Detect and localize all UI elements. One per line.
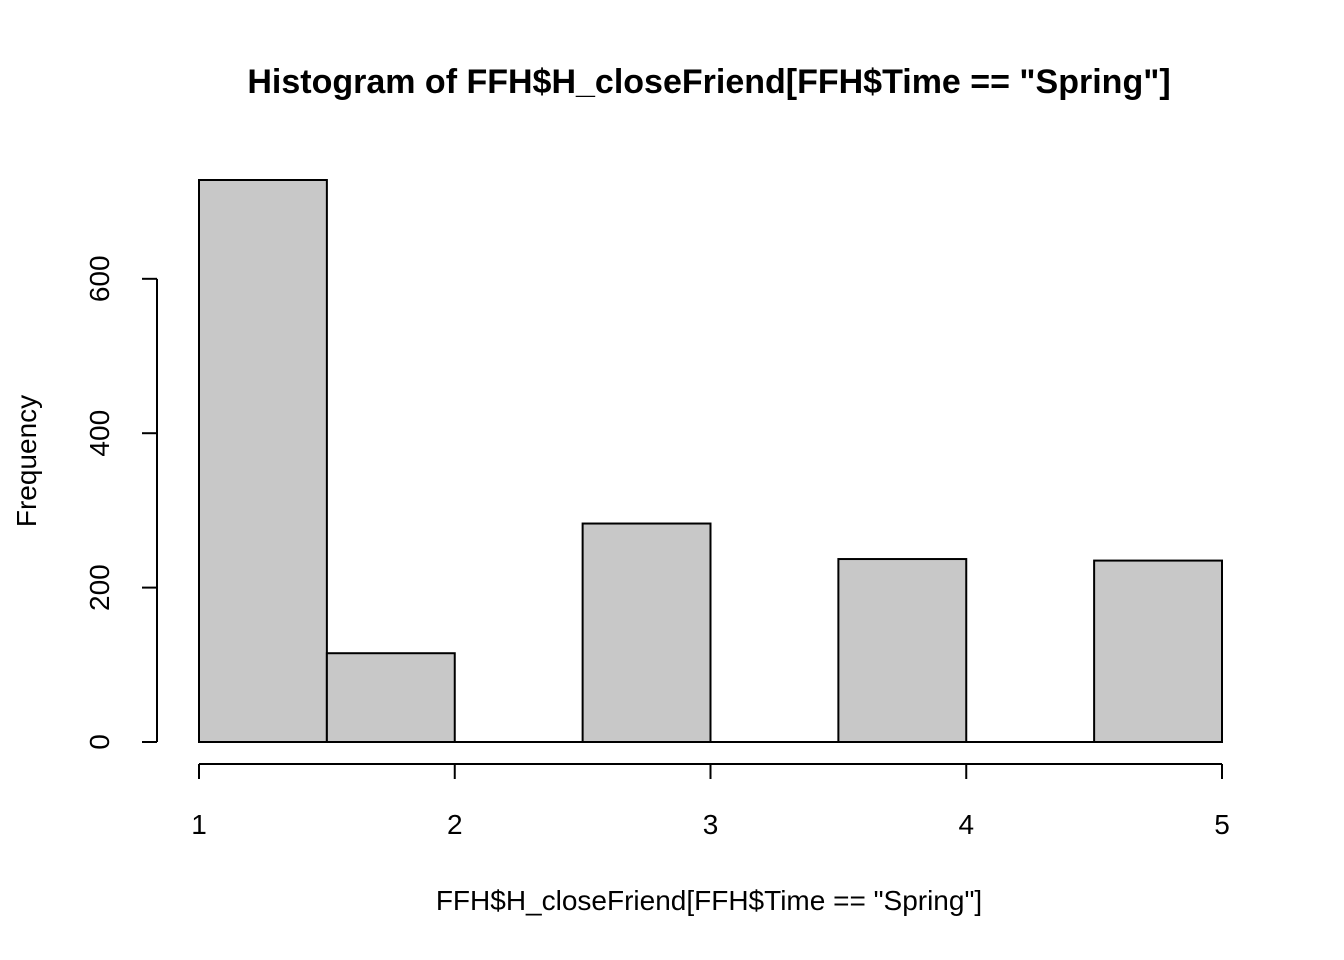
- y-tick-label-600: 600: [84, 255, 115, 302]
- x-tick-label-1: 1: [191, 809, 207, 840]
- x-axis-label: FFH$H_closeFriend[FFH$Time == "Spring"]: [436, 885, 982, 916]
- chart-title: Histogram of FFH$H_closeFriend[FFH$Time …: [247, 63, 1170, 101]
- histogram-bar-5: [837, 558, 968, 743]
- histogram-bar-3: [581, 522, 712, 743]
- y-tick-label-400: 400: [84, 410, 115, 457]
- y-tick-label-200: 200: [84, 564, 115, 611]
- x-axis: 1 2 3 4 5: [191, 763, 1230, 840]
- x-tick-label-3: 3: [703, 809, 719, 840]
- histogram-bar-1: [325, 652, 456, 744]
- x-tick-label-5: 5: [1214, 809, 1230, 840]
- histogram-bar-0: [198, 179, 328, 743]
- y-tick-label-0: 0: [84, 734, 115, 750]
- x-tick-label-4: 4: [958, 809, 974, 840]
- bars-group: [198, 179, 1223, 744]
- y-axis-label: Frequency: [11, 395, 42, 527]
- y-axis: 0 200 400 600: [84, 255, 158, 750]
- x-tick-label-2: 2: [447, 809, 463, 840]
- histogram-bar-7: [1093, 559, 1223, 743]
